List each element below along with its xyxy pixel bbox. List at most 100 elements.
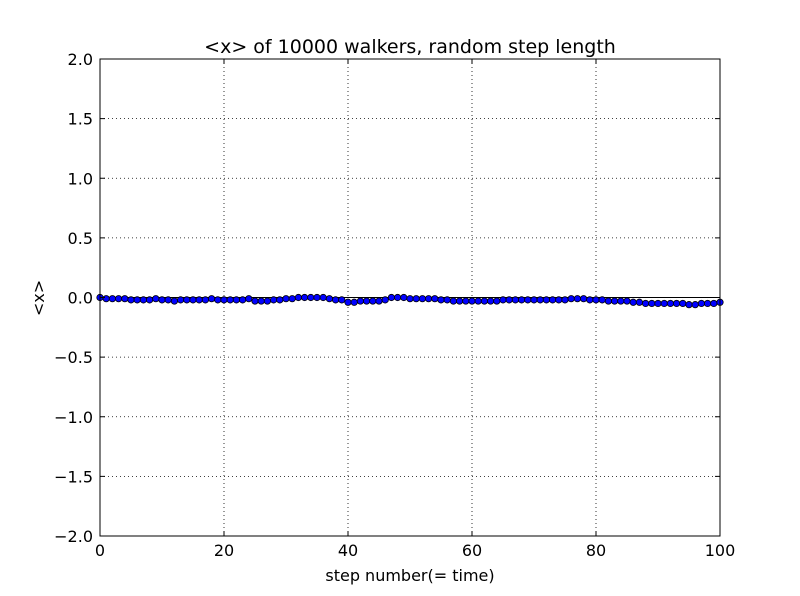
data-point [387, 293, 395, 302]
data-point [474, 297, 482, 305]
data-point [208, 295, 216, 303]
data-point [164, 296, 172, 304]
data-point [319, 293, 327, 302]
data-point [617, 297, 625, 305]
data-point [220, 296, 228, 304]
data-point [263, 297, 271, 305]
data-point [536, 296, 544, 304]
data-point [121, 295, 129, 303]
data-point [561, 296, 569, 304]
data-point [592, 296, 600, 304]
data-point [455, 297, 464, 305]
data-point [325, 295, 333, 303]
x-tick-label: 60 [462, 541, 482, 560]
chart-title: <x> of 10000 walkers, random step length [204, 36, 616, 58]
data-point [648, 299, 656, 308]
data-point [604, 297, 613, 305]
y-tick-label: −2.0 [54, 527, 93, 546]
data-point [443, 296, 451, 304]
data-point [542, 296, 551, 304]
data-point [300, 293, 309, 302]
data-point [530, 296, 538, 304]
data-point [629, 298, 637, 306]
data-point [412, 295, 420, 303]
data-point [418, 295, 426, 303]
data-point [269, 296, 278, 304]
data-point [598, 296, 606, 304]
data-point [183, 296, 191, 304]
data-point [406, 295, 414, 303]
data-point [127, 296, 135, 304]
data-point [437, 296, 445, 304]
x-axis-ticks: 0 20 40 60 80 100 [95, 59, 735, 560]
y-tick-label: −1.5 [54, 467, 93, 486]
y-axis-ticks: 2.0 1.5 1.0 0.5 0.0 −0.5 −1.0 −1.5 −2.0 [54, 50, 720, 546]
x-tick-label: 40 [338, 541, 358, 560]
data-point [548, 296, 557, 304]
data-point [610, 297, 619, 305]
data-point [356, 297, 364, 305]
data-point [146, 296, 154, 304]
data-point [462, 297, 470, 305]
data-point [201, 296, 209, 304]
data-point [555, 296, 563, 304]
data-point [294, 293, 302, 302]
x-tick-label: 20 [214, 541, 234, 560]
data-point [710, 299, 718, 308]
y-tick-label: 1.5 [68, 110, 93, 129]
data-point [679, 299, 687, 308]
x-axis-title: step number(= time) [325, 566, 494, 585]
data-point [505, 296, 513, 304]
data-point [666, 299, 675, 308]
data-point [276, 296, 284, 304]
data-point [189, 296, 197, 304]
data-point [344, 298, 352, 306]
data-point [623, 297, 631, 305]
data-point [102, 295, 110, 303]
data-point [133, 296, 141, 304]
data-point [660, 299, 668, 308]
data-point [424, 295, 433, 303]
data-point [288, 295, 296, 303]
data-point [282, 295, 290, 303]
data-point [480, 297, 488, 305]
data-point [177, 296, 185, 304]
data-point [115, 295, 123, 303]
data-point [654, 299, 662, 308]
data-point [431, 295, 439, 303]
data-point [139, 296, 147, 304]
data-point [511, 296, 520, 304]
data-point [331, 296, 340, 304]
y-tick-label: −0.5 [54, 348, 93, 367]
data-point [362, 297, 371, 305]
data-point [307, 293, 315, 302]
data-point [468, 297, 476, 305]
y-tick-label: −1.0 [54, 408, 93, 427]
y-tick-label: 2.0 [68, 50, 93, 69]
data-point [251, 297, 259, 305]
y-axis-title: <x> [29, 280, 48, 316]
data-point [195, 296, 203, 304]
data-point [579, 295, 588, 303]
data-point [152, 295, 160, 303]
data-point [703, 299, 712, 308]
x-tick-label: 100 [705, 541, 736, 560]
data-point [635, 298, 644, 306]
data-point [486, 297, 495, 305]
data-point [586, 296, 594, 304]
y-tick-label: 0.5 [68, 229, 93, 248]
data-point [214, 296, 222, 304]
data-point [338, 296, 346, 304]
data-point [493, 297, 501, 305]
data-point [232, 296, 240, 304]
data-point [226, 296, 234, 304]
y-tick-label: 1.0 [68, 169, 93, 188]
data-point [313, 293, 321, 302]
data-point [567, 295, 575, 303]
x-tick-label: 80 [586, 541, 606, 560]
data-point [158, 296, 166, 304]
data-point [499, 296, 507, 304]
data-point [517, 296, 526, 304]
data-point [381, 296, 389, 304]
